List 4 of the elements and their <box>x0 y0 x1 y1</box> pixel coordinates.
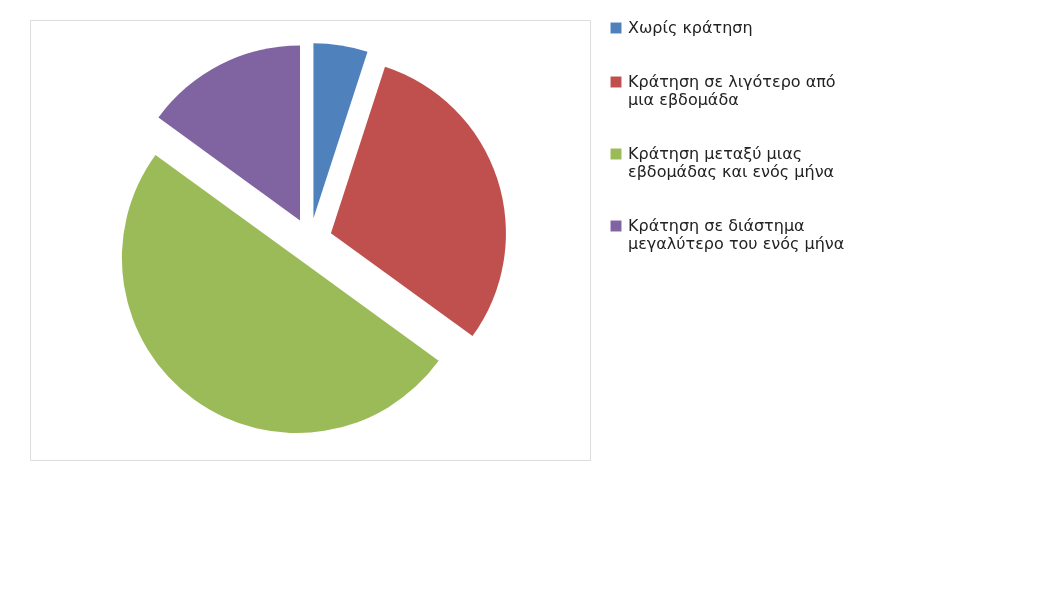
legend-label: Κράτηση σε διάστημα μεγαλύτερο του ενός μήνα <box>628 216 845 253</box>
legend-label: Κράτηση μεταξύ μιας εβδομάδας και ενός μήνα <box>628 144 835 181</box>
legend-label: Χωρίς κράτηση <box>628 18 753 37</box>
legend-label: Κράτηση σε λιγότερο από μια εβδομάδα <box>628 72 836 109</box>
